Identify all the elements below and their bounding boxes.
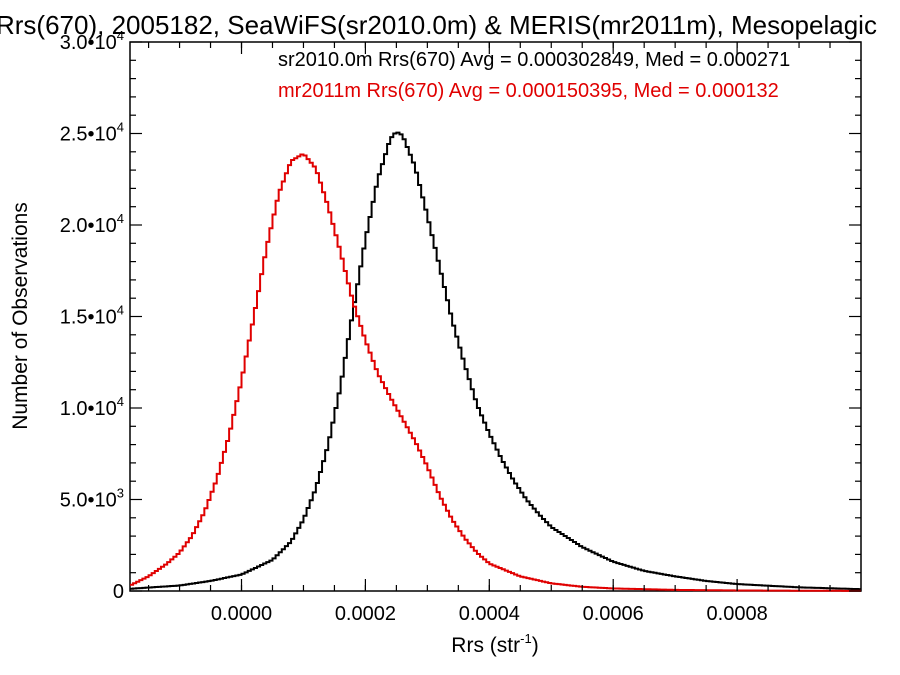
x-tick-label: 0.0006 (583, 603, 644, 625)
x-tick-label: 0.0000 (211, 603, 272, 625)
y-tick-label-exponent: 3 (117, 486, 124, 501)
y-tick-label-base: 3.0•10 (60, 32, 117, 54)
y-tick-label: 1.5•104 (60, 303, 124, 329)
x-tick-labels: 0.0000 0.0002 0.0004 0.0006 0.0008 (211, 603, 768, 625)
series-layer (130, 131, 861, 592)
y-tick-label: 5.0•103 (60, 486, 124, 512)
y-tick-label-base: 2.0•10 (60, 215, 117, 237)
x-axis-label-close: ) (532, 634, 539, 657)
x-axis-label-text: Rrs (str (451, 634, 520, 657)
y-tick-label-base: 0 (113, 581, 124, 603)
y-tick-label: 0 (113, 581, 124, 603)
plot-frame (129, 41, 862, 592)
legend-entry-red: mr2011m Rrs(670) Avg = 0.000150395, Med … (278, 80, 779, 102)
y-tick-label: 1.0•104 (60, 394, 124, 420)
chart-title: Rrs(670), 2005182, SeaWiFS(sr2010.0m) & … (0, 10, 877, 40)
y-tick-label-exponent: 4 (117, 211, 124, 226)
y-axis-label: Number of Observations (9, 202, 32, 430)
series-line-red (130, 153, 861, 592)
y-tick-labels: 05.0•1031.0•1041.5•1042.0•1042.5•1043.0•… (60, 28, 124, 603)
y-tick-label-exponent: 4 (117, 120, 124, 135)
y-tick-label-exponent: 4 (117, 394, 124, 409)
x-axis-label-exponent: -1 (520, 631, 532, 646)
x-tick-label: 0.0002 (335, 603, 396, 625)
y-tick-label-base: 5.0•10 (60, 490, 117, 512)
y-tick-label: 2.0•104 (60, 211, 124, 237)
y-tick-label: 3.0•104 (60, 28, 124, 54)
x-tick-label: 0.0008 (707, 603, 768, 625)
y-tick-label-base: 1.5•10 (60, 307, 117, 329)
y-tick-label-base: 1.0•10 (60, 398, 117, 420)
x-tick-label: 0.0004 (459, 603, 520, 625)
y-tick-label-base: 2.5•10 (60, 124, 117, 146)
y-tick-label: 2.5•104 (60, 120, 124, 146)
legend-entry-black: sr2010.0m Rrs(670) Avg = 0.000302849, Me… (278, 49, 790, 71)
plot-area (129, 41, 862, 592)
x-axis-label: Rrs (str-1) (451, 631, 538, 657)
series-line-black (130, 131, 861, 591)
tick-layer (130, 41, 861, 592)
y-tick-label-exponent: 4 (117, 28, 124, 43)
y-tick-label-exponent: 4 (117, 303, 124, 318)
